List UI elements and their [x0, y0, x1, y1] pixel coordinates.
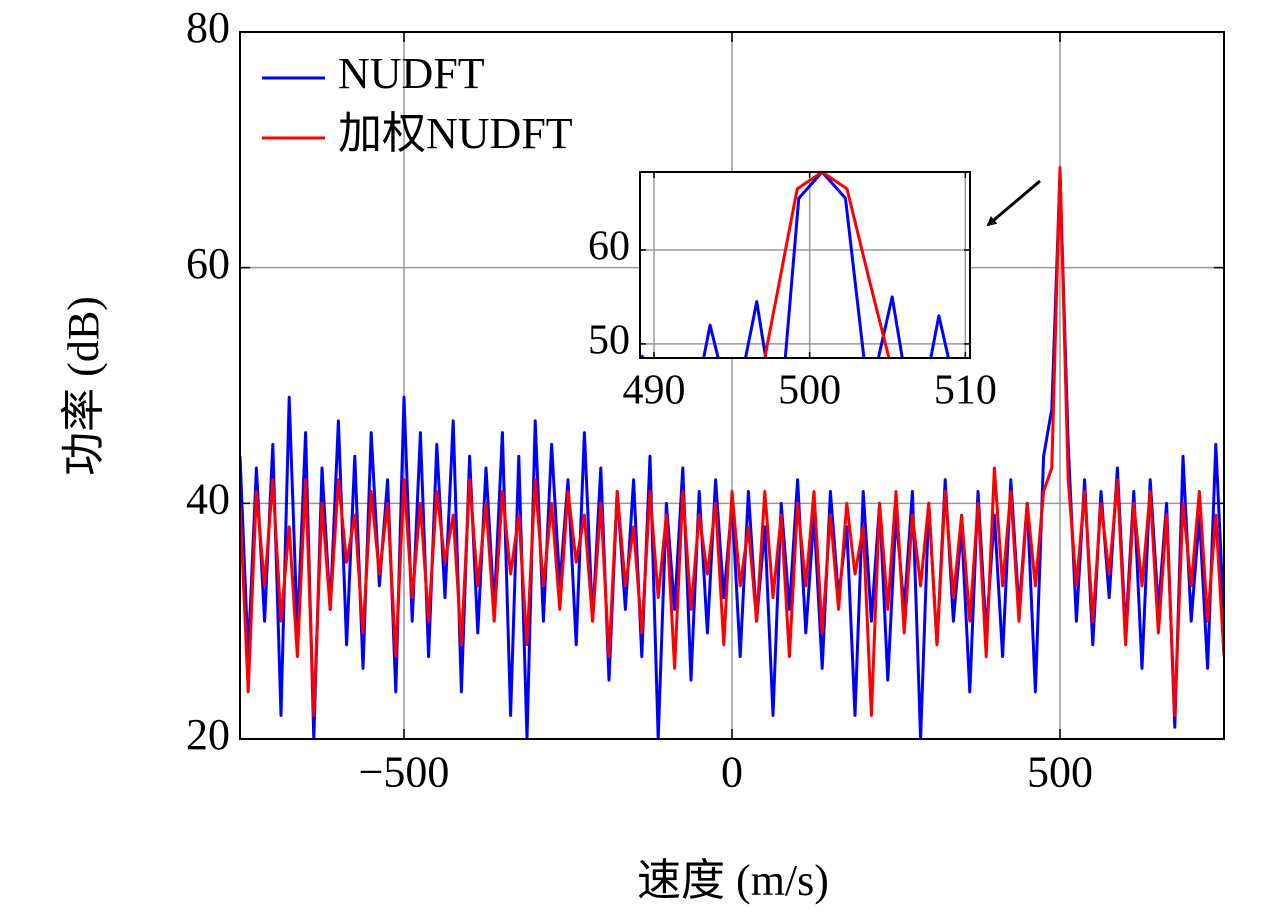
- legend-label: 加权NUDFT: [338, 109, 573, 158]
- axes-frame: [239, 31, 1225, 740]
- y-tick-label: 60: [186, 239, 230, 288]
- axes-frame: [639, 171, 971, 359]
- x-tick-label: −500: [359, 747, 450, 796]
- plot-area: [640, 172, 970, 358]
- x-tick-label: 510: [934, 367, 997, 413]
- y-axis-label: 功率 (dB): [59, 296, 108, 476]
- data-line: [640, 172, 950, 358]
- y-tick-label: 20: [186, 710, 230, 759]
- x-axis-label: 速度 (m/s): [637, 856, 829, 905]
- x-tick-label: 500: [778, 367, 841, 413]
- y-tick-label: 40: [186, 474, 230, 523]
- data-line: [763, 172, 891, 358]
- y-tick-label: 50: [588, 318, 630, 364]
- annotation-arrow: [986, 179, 1041, 227]
- data-line: [240, 166, 1224, 717]
- y-tick-label: 80: [186, 3, 230, 52]
- x-tick-label: 500: [1027, 747, 1093, 796]
- x-tick-label: 0: [721, 747, 743, 796]
- y-tick-label: 60: [588, 224, 630, 270]
- x-tick-label: 490: [623, 367, 686, 413]
- legend-label: NUDFT: [338, 49, 485, 98]
